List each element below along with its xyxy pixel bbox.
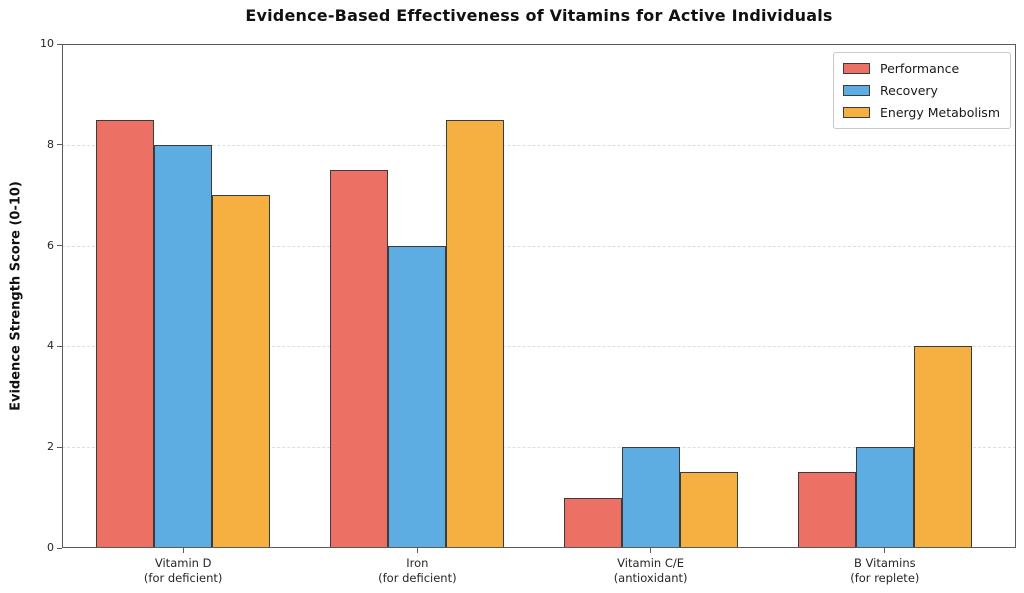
bar-performance (797, 472, 856, 548)
y-tick-label: 2 (47, 440, 54, 454)
legend-label: Recovery (880, 83, 938, 98)
legend-swatch-performance (843, 63, 870, 74)
y-tick-mark (57, 43, 62, 45)
x-tick-mark (416, 548, 418, 553)
bar-energy-metabolism (446, 119, 505, 548)
bar-recovery (388, 245, 447, 548)
bar-energy-metabolism (679, 472, 738, 548)
y-tick-mark (57, 144, 62, 146)
legend-swatch-energy-metabolism (843, 107, 870, 118)
gridline (62, 447, 1016, 449)
legend-label: Energy Metabolism (880, 105, 1000, 120)
bar-energy-metabolism (212, 195, 271, 548)
gridline (62, 245, 1016, 247)
bar-recovery (621, 447, 680, 548)
legend-item: Recovery (843, 83, 1000, 98)
x-tick-label: B Vitamins (for replete) (850, 556, 920, 585)
x-tick-label: Vitamin D (for deficient) (143, 556, 223, 585)
bar-energy-metabolism (913, 346, 972, 548)
legend-swatch-recovery (843, 85, 870, 96)
y-tick-label: 8 (47, 137, 54, 151)
legend-item: Performance (843, 61, 1000, 76)
y-axis-label: Evidence Strength Score (0-10) (8, 181, 24, 411)
y-tick-mark (57, 547, 62, 549)
legend-item: Energy Metabolism (843, 105, 1000, 120)
bar-performance (330, 170, 389, 548)
bar-recovery (154, 144, 213, 548)
y-tick-mark (57, 345, 62, 347)
bar-performance (96, 119, 155, 548)
x-tick-mark (884, 548, 886, 553)
y-tick-label: 6 (47, 238, 54, 252)
gridline (62, 346, 1016, 348)
y-tick-label: 10 (40, 37, 54, 50)
legend: Performance Recovery Energy Metabolism (833, 52, 1011, 129)
bar-performance (563, 497, 622, 548)
plot-area: Performance Recovery Energy Metabolism 0 2 4… (40, 37, 1016, 585)
legend-label: Performance (880, 61, 960, 76)
y-tick-mark (57, 446, 62, 448)
x-tick-label: Vitamin C/E (antioxidant) (613, 556, 688, 585)
y-tick-label: 4 (47, 339, 54, 353)
x-tick-label: Iron (for deficient) (378, 556, 457, 585)
x-tick-mark (650, 548, 652, 553)
y-tick-label: 0 (47, 541, 54, 554)
gridline (62, 144, 1016, 146)
y-tick-mark (57, 245, 62, 247)
x-tick-mark (182, 548, 184, 553)
chart-title: Evidence-Based Effectiveness of Vitamins… (245, 6, 833, 25)
bar-recovery (855, 447, 914, 548)
